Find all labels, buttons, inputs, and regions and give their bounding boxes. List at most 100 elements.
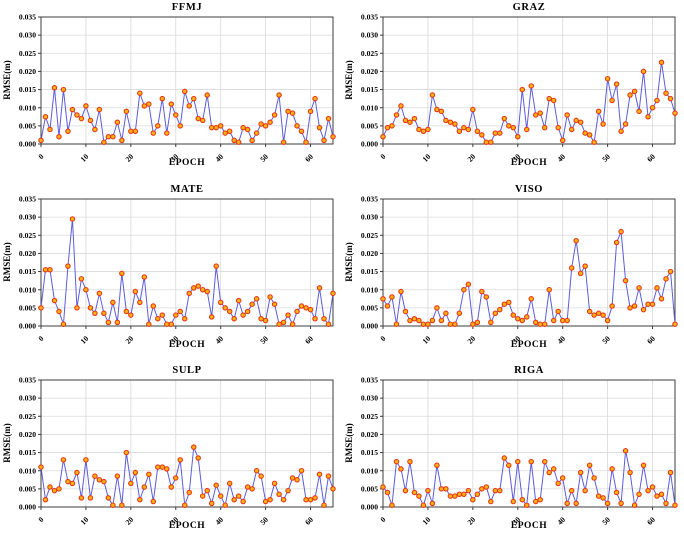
data-point [425,126,431,133]
x-tick-label: 10 [79,515,91,527]
data-point [654,284,660,291]
y-tick-label: 0.005 [19,485,36,494]
data-point [416,317,422,323]
y-tick-label: 0.030 [19,31,36,40]
y-tick-label: 0.005 [361,121,378,130]
data-point [83,286,89,293]
data-point [618,500,624,507]
data-point [330,133,336,140]
plot-box [382,379,676,508]
data-point [294,308,300,314]
data-point [550,466,557,472]
x-tick-label: 30 [168,515,180,527]
x-tick-label: 20 [466,334,478,346]
y-tick-label: 0.030 [361,394,378,403]
data-point [182,315,188,322]
chart-title-mate: MATE [170,183,204,195]
data-point [38,304,44,311]
data-point [447,119,454,125]
x-axis-label: EPOCH [510,158,548,168]
data-point [69,215,76,222]
data-point [262,123,269,129]
data-point [253,468,260,474]
data-point [613,239,620,245]
data-point [586,462,593,469]
y-tick-label: 0.020 [361,67,378,76]
chart-title-graz: GRAZ [512,2,546,13]
data-point [384,302,391,309]
data-point [470,497,476,503]
y-tick-label: 0.020 [19,249,36,258]
data-point [528,459,535,465]
y-tick-label: 0.030 [19,212,36,221]
data-point [164,321,170,327]
data-point [389,123,395,129]
data-point [173,475,179,482]
data-point [298,128,305,135]
data-point [330,290,336,296]
data-point [474,128,481,135]
data-point [645,301,651,307]
data-point [123,108,130,115]
data-point [595,310,602,316]
data-point [208,313,215,320]
data-point [568,126,575,133]
data-point [416,126,422,133]
data-point [479,486,485,492]
data-point [60,86,67,93]
data-point [253,130,260,136]
data-point [204,288,210,294]
data-point [429,500,436,507]
data-point [470,106,476,113]
x-tick-label: 30 [168,334,180,346]
x-tick-label: 40 [213,515,225,527]
x-tick-label: 0 [378,334,387,343]
x-tick-label: 60 [303,152,315,164]
plot-box [40,16,334,145]
data-point [307,497,314,503]
data-line [382,450,676,507]
data-point [402,488,409,494]
data-point [262,317,269,323]
data-point [465,281,472,287]
chart-panel-mate: MATE RMSE(m) 0.000 0.005 0.010 0.015 0.020 0.… [0,182,342,364]
y-tick-label: 0.030 [361,212,378,221]
data-point [123,308,130,314]
data-point [330,486,336,492]
data-point [519,86,526,93]
data-point [42,266,49,273]
data-point [137,90,143,96]
data-point [510,312,517,318]
data-point [312,95,318,102]
data-point [528,83,535,89]
data-point [325,473,332,480]
data-point [110,299,116,305]
data-point [425,321,431,327]
data-point [600,312,606,318]
data-point [240,499,246,505]
data-point [447,321,454,327]
data-point [407,459,413,465]
data-point [190,444,197,451]
y-tick-label: 0.020 [361,430,378,439]
chart-panel-riga: RIGA RMSE(m) 0.000 0.005 0.010 0.015 0.020 0.… [342,363,684,545]
data-point [559,317,566,323]
data-point [114,473,121,480]
data-point [213,263,219,269]
data-point [492,130,499,136]
plot-area-graz: 0.000 0.005 0.010 0.015 0.020 0.025 0.030 0.035… [361,13,678,164]
data-point [244,308,251,314]
y-tick-label: 0.035 [19,13,36,22]
data-point [289,110,296,116]
x-axis-label: EPOCH [168,158,206,168]
data-point [488,499,494,505]
y-tick-label: 0.025 [19,412,36,421]
data-point [101,479,107,485]
data-point [217,299,224,305]
data-point [393,112,400,118]
data-point [47,126,53,133]
data-point [672,110,678,116]
data-point [168,101,175,107]
data-point [316,471,323,478]
data-point [285,488,291,494]
